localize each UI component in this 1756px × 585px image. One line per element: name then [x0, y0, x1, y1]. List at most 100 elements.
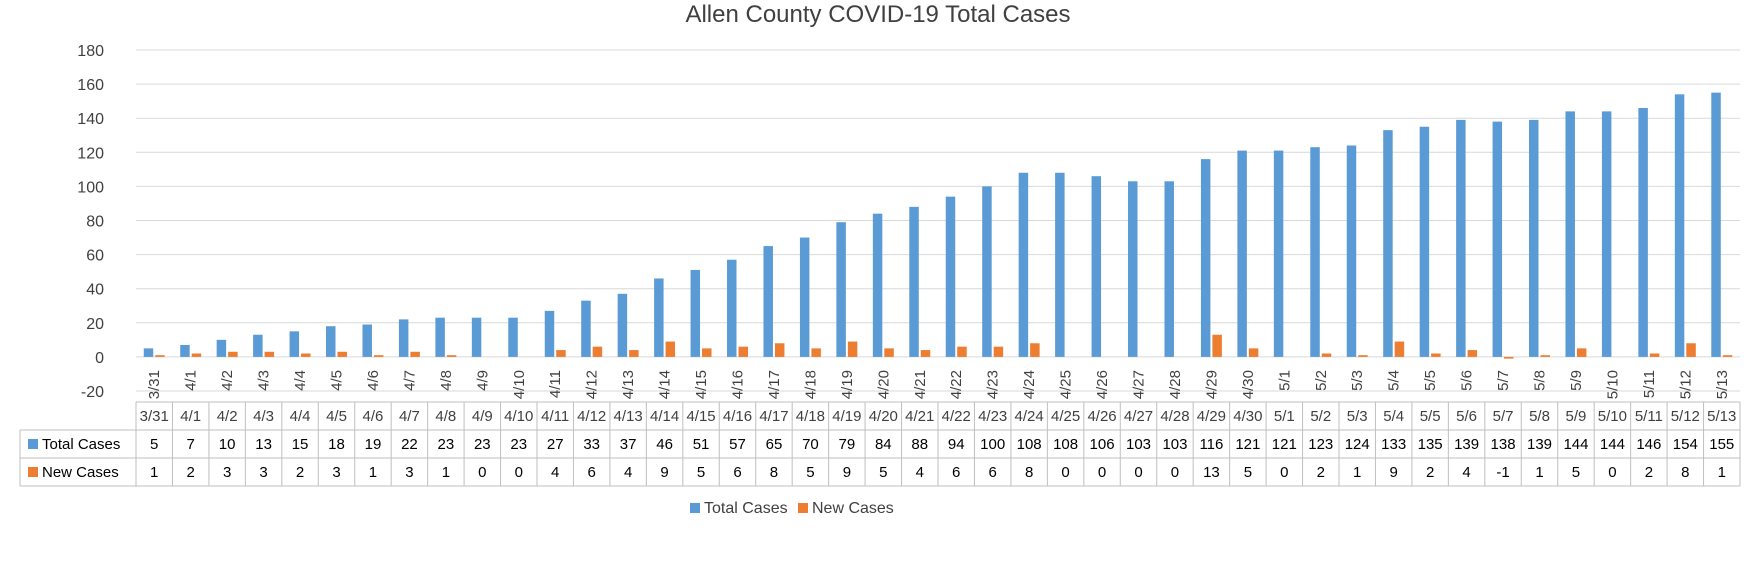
x-tick-label: 4/29	[1203, 370, 1220, 399]
x-tick-label: 5/10	[1604, 370, 1621, 399]
table-cell: 103	[1162, 436, 1187, 453]
total-cases-bar	[1456, 119, 1466, 357]
table-cell: 144	[1600, 436, 1625, 453]
table-header-cell: 4/5	[326, 408, 347, 425]
x-tick-label: 4/24	[1021, 370, 1038, 399]
table-cell: 108	[1017, 436, 1042, 453]
x-tick-label: 4/30	[1240, 370, 1257, 399]
new-cases-bar	[702, 348, 712, 357]
x-tick-label: 4/6	[365, 370, 382, 391]
table-cell: 18	[328, 436, 345, 453]
table-cell: 19	[365, 436, 382, 453]
new-cases-bar	[264, 351, 275, 357]
table-cell: 15	[292, 436, 309, 453]
table-legend-key	[28, 439, 38, 449]
table-cell: 23	[510, 436, 527, 453]
table-cell: 6	[989, 464, 997, 481]
x-tick-label: 5/13	[1714, 370, 1731, 399]
total-cases-bar	[581, 300, 591, 357]
y-tick-label: -20	[81, 384, 104, 401]
table-cell: 6	[733, 464, 741, 481]
table-header-cell: 4/22	[942, 408, 971, 425]
new-cases-bar	[337, 351, 347, 357]
table-cell: 135	[1418, 436, 1443, 453]
table-cell: 5	[697, 464, 705, 481]
table-header-cell: 5/10	[1598, 408, 1627, 425]
table-cell: 1	[150, 464, 158, 481]
x-tick-label: 5/9	[1568, 370, 1585, 391]
table-cell: 5	[806, 464, 814, 481]
x-tick-label: 4/12	[584, 370, 601, 399]
table-header-cell: 4/11	[541, 408, 569, 425]
y-tick-label: 140	[77, 111, 104, 128]
x-tick-label: 4/16	[730, 370, 747, 399]
table-cell: 84	[875, 436, 892, 453]
total-cases-bar	[1055, 172, 1065, 357]
table-cell: 103	[1126, 436, 1151, 453]
table-cell: 0	[1608, 464, 1616, 481]
new-cases-bar	[1394, 341, 1405, 357]
table-cell: 2	[1317, 464, 1325, 481]
table-header-cell: 4/2	[217, 408, 238, 425]
new-cases-bar	[738, 346, 748, 357]
total-cases-bar	[1638, 107, 1648, 357]
total-cases-bar	[1492, 121, 1503, 357]
table-header-cell: 5/9	[1566, 408, 1587, 425]
x-tick-label: 3/31	[146, 370, 163, 399]
total-cases-bar	[1310, 147, 1320, 357]
table-header-cell: 4/28	[1160, 408, 1189, 425]
table-cell: 8	[770, 464, 778, 481]
table-cell: 4	[551, 464, 559, 481]
x-tick-label: 4/2	[219, 370, 236, 391]
total-cases-bar	[690, 269, 701, 357]
new-cases-bar	[301, 353, 311, 357]
total-cases-bar	[180, 344, 190, 357]
total-cases-bar	[909, 206, 919, 357]
new-cases-bar	[1649, 353, 1660, 357]
x-tick-label: 4/7	[401, 370, 418, 391]
table-header-cell: 5/8	[1529, 408, 1550, 425]
table-cell: 1	[369, 464, 377, 481]
table-header-cell: 5/12	[1671, 408, 1700, 425]
new-cases-bar	[811, 348, 821, 357]
y-tick-label: 0	[95, 350, 104, 367]
x-tick-label: 4/18	[802, 370, 819, 399]
x-tick-label: 5/7	[1495, 370, 1512, 391]
table-cell: 4	[624, 464, 632, 481]
table-header-cell: 4/9	[472, 408, 493, 425]
new-cases-bar	[1321, 353, 1332, 357]
total-cases-bar	[982, 186, 992, 357]
table-cell: 37	[620, 436, 637, 453]
y-tick-label: 80	[86, 214, 104, 231]
table-cell: 10	[219, 436, 236, 453]
table-cell: 5	[1244, 464, 1252, 481]
table-header-cell: 5/1	[1274, 408, 1295, 425]
total-cases-bar	[1346, 145, 1357, 357]
total-cases-bar	[799, 237, 810, 357]
table-header-cell: 4/21	[905, 408, 934, 425]
x-tick-label: 5/8	[1532, 370, 1549, 391]
chart-title: Allen County COVID-19 Total Cases	[685, 1, 1070, 28]
table-cell: 8	[1681, 464, 1689, 481]
total-cases-bar	[1200, 159, 1211, 357]
table-cell: 51	[693, 436, 710, 453]
table-header-cell: 5/11	[1635, 408, 1663, 425]
table-cell: 0	[1171, 464, 1179, 481]
new-cases-bar	[373, 355, 384, 357]
total-cases-bar	[1164, 181, 1174, 357]
table-cell: 2	[296, 464, 304, 481]
table-cell: 154	[1673, 436, 1698, 453]
total-cases-bar	[763, 246, 773, 357]
x-tick-label: 4/8	[438, 370, 455, 391]
x-tick-label: 5/6	[1459, 370, 1476, 391]
y-tick-label: 180	[77, 43, 104, 60]
table-cell: 6	[588, 464, 596, 481]
x-tick-label: 5/3	[1349, 370, 1366, 391]
table-cell: 4	[916, 464, 924, 481]
table-cell: 94	[948, 436, 965, 453]
table-cell: 124	[1345, 436, 1370, 453]
total-cases-bar	[398, 319, 409, 357]
table-cell: 123	[1308, 436, 1333, 453]
table-header-cell: 4/14	[650, 408, 679, 425]
table-cell: 0	[1061, 464, 1069, 481]
